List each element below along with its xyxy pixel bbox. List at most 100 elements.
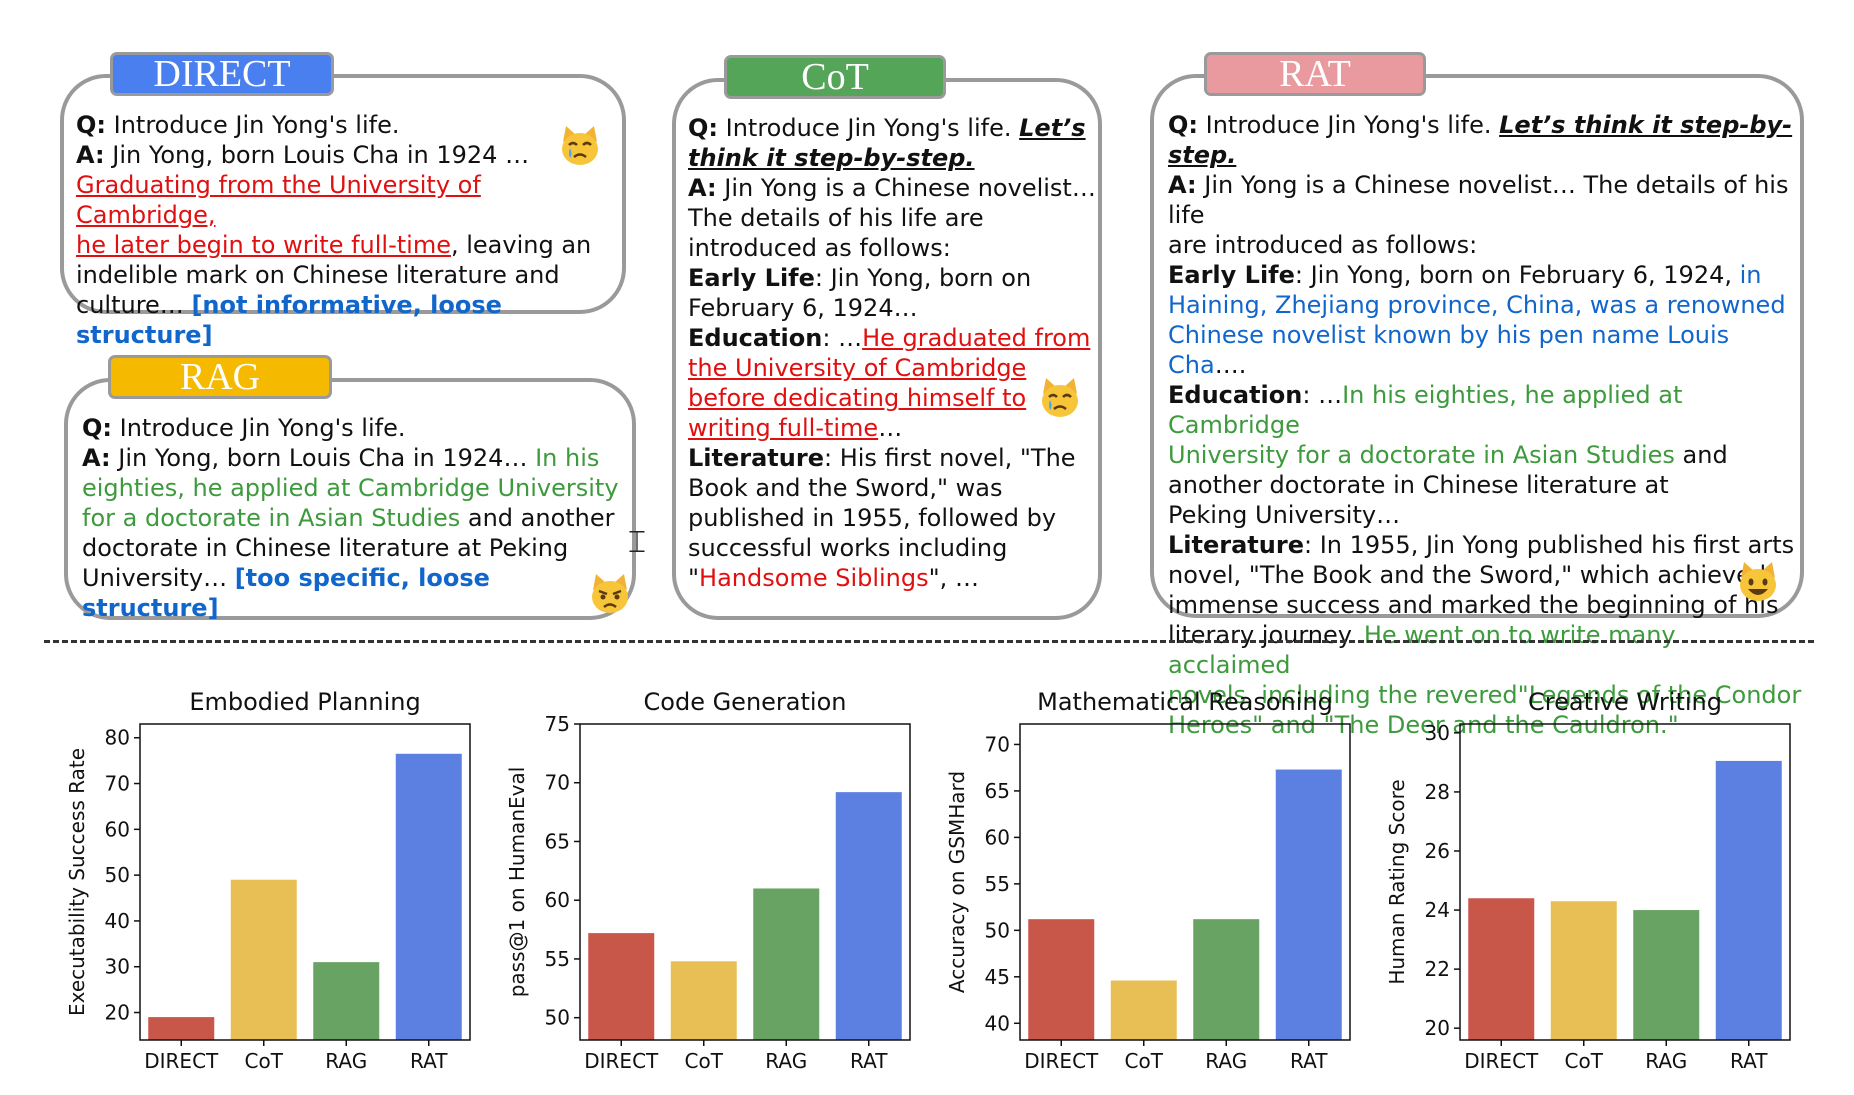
x-tick-label: RAG bbox=[1205, 1049, 1247, 1073]
y-tick-label: 75 bbox=[545, 712, 570, 736]
bar-rat bbox=[1275, 769, 1342, 1040]
chart-title: Embodied Planning bbox=[189, 688, 420, 716]
grinning-cat-icon bbox=[1740, 562, 1776, 601]
rag-a-label: A: bbox=[82, 444, 111, 472]
rat-green2-tail: and bbox=[1674, 441, 1728, 469]
x-tick-label: DIRECT bbox=[584, 1049, 659, 1073]
pouting-cat-icon bbox=[592, 574, 628, 613]
plot-frame bbox=[1459, 723, 1791, 1041]
rag-question: Introduce Jin Yong's life. bbox=[112, 414, 406, 442]
y-tick-label: 30 bbox=[1425, 721, 1450, 745]
bar-rag bbox=[313, 962, 380, 1040]
cot-hallucination-2: the University of Cambridge bbox=[688, 354, 1027, 382]
section-divider bbox=[44, 640, 1814, 643]
rat-question: Introduce Jin Yong's life. bbox=[1198, 111, 1500, 139]
cot-a-label: A: bbox=[688, 174, 717, 202]
bar-cot bbox=[1110, 980, 1177, 1040]
bar-direct bbox=[588, 933, 655, 1040]
rag-tag: RAG bbox=[108, 355, 332, 399]
y-tick-label: 70 bbox=[545, 771, 570, 795]
x-tick-label: RAG bbox=[325, 1049, 367, 1073]
direct-tail-1: , leaving an bbox=[450, 231, 592, 259]
y-tick-label: 26 bbox=[1425, 839, 1450, 863]
rat-green-3: He went on to write many acclaimed bbox=[1168, 621, 1676, 679]
x-tick-label: CoT bbox=[245, 1049, 284, 1073]
x-tick-label: RAG bbox=[1645, 1049, 1687, 1073]
rag-green-1: In his bbox=[535, 444, 600, 472]
cot-hallucination-4: writing full-time bbox=[688, 414, 879, 442]
y-tick-label: 60 bbox=[105, 817, 130, 841]
x-tick-label: DIRECT bbox=[1464, 1049, 1539, 1073]
chart-mathematical-reasoning: Mathematical Reasoning DIRECT CoT RAG RAT 40 4… bbox=[940, 680, 1360, 1090]
cot-card bbox=[672, 78, 1102, 620]
y-tick-label: 30 bbox=[105, 955, 130, 979]
rag-green-3: for a doctorate in Asian Studies bbox=[82, 504, 461, 532]
bar-direct bbox=[1468, 898, 1535, 1040]
bar-rag bbox=[1633, 910, 1700, 1040]
rat-green-5: Heroes" and "The Deer and the Cauldron." bbox=[1168, 711, 1679, 739]
y-tick-label: 28 bbox=[1425, 780, 1450, 804]
x-tick-label: RAT bbox=[1290, 1049, 1328, 1073]
x-tick-label: DIRECT bbox=[144, 1049, 219, 1073]
rat-line-11: Peking University… bbox=[1168, 501, 1401, 529]
y-tick-label: 55 bbox=[985, 872, 1010, 896]
rat-line-15: literary journey. bbox=[1168, 621, 1364, 649]
y-tick-label: 60 bbox=[985, 825, 1010, 849]
cot-line-15a: " bbox=[688, 564, 700, 592]
rag-line-4: doctorate in Chinese literature at Pekin… bbox=[82, 534, 569, 562]
chart-title: Creative Writing bbox=[1528, 688, 1722, 716]
x-tick-label: RAT bbox=[850, 1049, 888, 1073]
chart-0-svg: Embodied Planning DIRECT CoT RAG RAT 20 30 40 50… bbox=[65, 688, 471, 1073]
cot-line-3: The details of his life are bbox=[688, 204, 984, 232]
rat-green-2: University for a doctorate in Asian Stud… bbox=[1168, 441, 1675, 469]
plot-frame bbox=[1019, 723, 1351, 1041]
chart-3-svg: Creative Writing DIRECT CoT RAG RAT 20 22 24 26 2… bbox=[1385, 688, 1791, 1073]
y-tick-label: 60 bbox=[545, 888, 570, 912]
chart-creative-writing: Creative Writing DIRECT CoT RAG RAT 20 22 24 26 2… bbox=[1380, 680, 1800, 1090]
y-tick-label: 24 bbox=[1425, 898, 1450, 922]
y-tick-label: 50 bbox=[105, 863, 130, 887]
rat-blue-3: Chinese novelist known by his pen name L… bbox=[1168, 321, 1730, 379]
cot-prompt-1: Let’s bbox=[1019, 114, 1086, 142]
rag-green-2: eighties, he applied at Cambridge Univer… bbox=[82, 474, 619, 502]
cot-text: Q: Introduce Jin Yong's life. Let’s thin… bbox=[688, 113, 1098, 593]
rat-blue-1: in bbox=[1739, 261, 1762, 289]
cot-line-13: published in 1955, followed by bbox=[688, 504, 1057, 532]
rat-q-label: Q: bbox=[1168, 111, 1198, 139]
bar-rat bbox=[395, 753, 462, 1040]
rat-line-10: another doctorate in Chinese literature … bbox=[1168, 471, 1669, 499]
direct-card bbox=[60, 74, 626, 314]
y-tick-label: 50 bbox=[545, 1006, 570, 1030]
x-tick-label: CoT bbox=[1125, 1049, 1164, 1073]
crying-cat-icon bbox=[562, 126, 598, 165]
x-tick-label: RAT bbox=[1730, 1049, 1768, 1073]
rat-text: Q: Introduce Jin Yong's life. Let’s thin… bbox=[1168, 110, 1804, 740]
direct-question: Introduce Jin Yong's life. bbox=[106, 111, 400, 139]
rag-card bbox=[64, 378, 636, 620]
bar-rat bbox=[835, 792, 902, 1040]
cot-line-15b: ", … bbox=[928, 564, 979, 592]
x-tick-label: CoT bbox=[685, 1049, 724, 1073]
bar-cot bbox=[230, 879, 297, 1040]
cot-line-15-red: Handsome Siblings bbox=[699, 564, 929, 592]
rat-prompt: Let’s think it step-by-step. bbox=[1168, 111, 1793, 169]
chart-title: Mathematical Reasoning bbox=[1037, 688, 1333, 716]
cot-tag: CoT bbox=[724, 55, 946, 99]
rat-early-text: : Jin Yong, born on February 6, 1924, bbox=[1294, 261, 1740, 289]
rag-answer-start: Jin Yong, born Louis Cha in 1924… bbox=[110, 444, 536, 472]
bar-cot bbox=[670, 961, 737, 1040]
cot-q-label: Q: bbox=[688, 114, 718, 142]
y-tick-label: 70 bbox=[985, 732, 1010, 756]
cot-answer-start: Jin Yong is a Chinese novelist… bbox=[716, 174, 1096, 202]
cot-lit-text: : His first novel, "The bbox=[823, 444, 1076, 472]
direct-q-label: Q: bbox=[76, 111, 106, 139]
plot-frame bbox=[579, 723, 911, 1041]
direct-hallucination-2: he later begin to write full-time bbox=[76, 231, 451, 259]
rat-edu-text: : … bbox=[1302, 381, 1343, 409]
cot-line-6: February 6, 1924… bbox=[688, 294, 918, 322]
rag-tail-3: and another bbox=[460, 504, 615, 532]
x-tick-label: RAG bbox=[765, 1049, 807, 1073]
direct-line-4: indelible mark on Chinese literature and bbox=[76, 261, 560, 289]
rat-early-label: Early Life bbox=[1168, 261, 1295, 289]
bar-cot bbox=[1550, 901, 1617, 1040]
